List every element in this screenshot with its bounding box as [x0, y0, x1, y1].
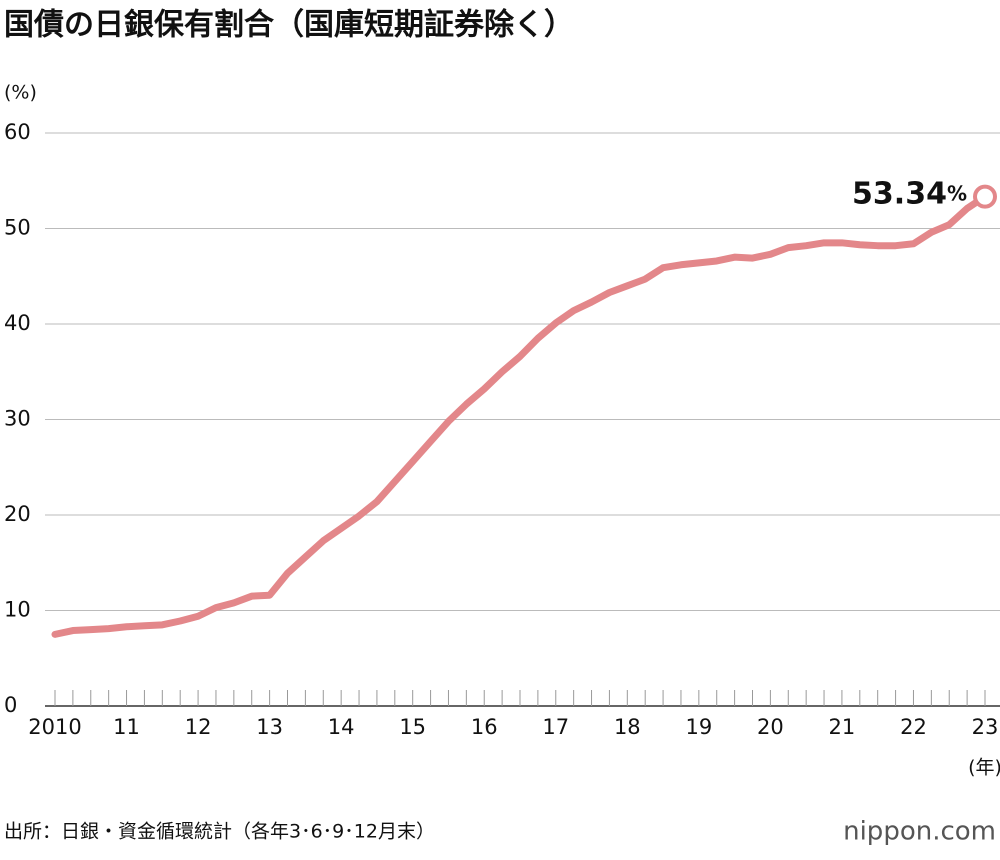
- y-tick-label: 50: [4, 216, 31, 240]
- end-marker: [973, 184, 997, 209]
- y-tick-label: 40: [4, 311, 31, 335]
- y-tick-label: 30: [4, 407, 31, 431]
- x-tick-label: 22: [900, 715, 927, 739]
- data-line: [51, 193, 989, 638]
- x-tick-label: 18: [614, 715, 641, 739]
- x-tick-label: 20: [757, 715, 784, 739]
- x-tick-label: 12: [185, 715, 212, 739]
- x-tick-label: 15: [399, 715, 426, 739]
- y-tick-label: 60: [4, 120, 31, 144]
- x-tick-label: 21: [829, 715, 856, 739]
- y-unit-label: (%): [4, 82, 37, 104]
- x-tick-label: 11: [113, 715, 140, 739]
- x-tick-label: 2010: [28, 715, 81, 739]
- x-tick-label: 19: [685, 715, 712, 739]
- x-tick-label: 17: [542, 715, 569, 739]
- value-label: 53.34%: [852, 176, 967, 211]
- x-axis-label: (年): [968, 757, 1000, 779]
- x-tick-label: 16: [471, 715, 498, 739]
- x-tick-label: 14: [328, 715, 355, 739]
- y-tick-label: 10: [4, 598, 31, 622]
- y-tick-label: 20: [4, 502, 31, 526]
- y-tick-label: 0: [4, 693, 17, 717]
- chart-title: 国債の日銀保有割合（国庫短期証券除く）: [4, 8, 574, 43]
- x-tick-label: 23: [972, 715, 999, 739]
- brand-logo: nippon.com: [843, 817, 996, 847]
- source: 出所：日銀・資金循環統計（各年3･6･9･12月末）: [4, 821, 435, 843]
- x-tick-label: 13: [256, 715, 283, 739]
